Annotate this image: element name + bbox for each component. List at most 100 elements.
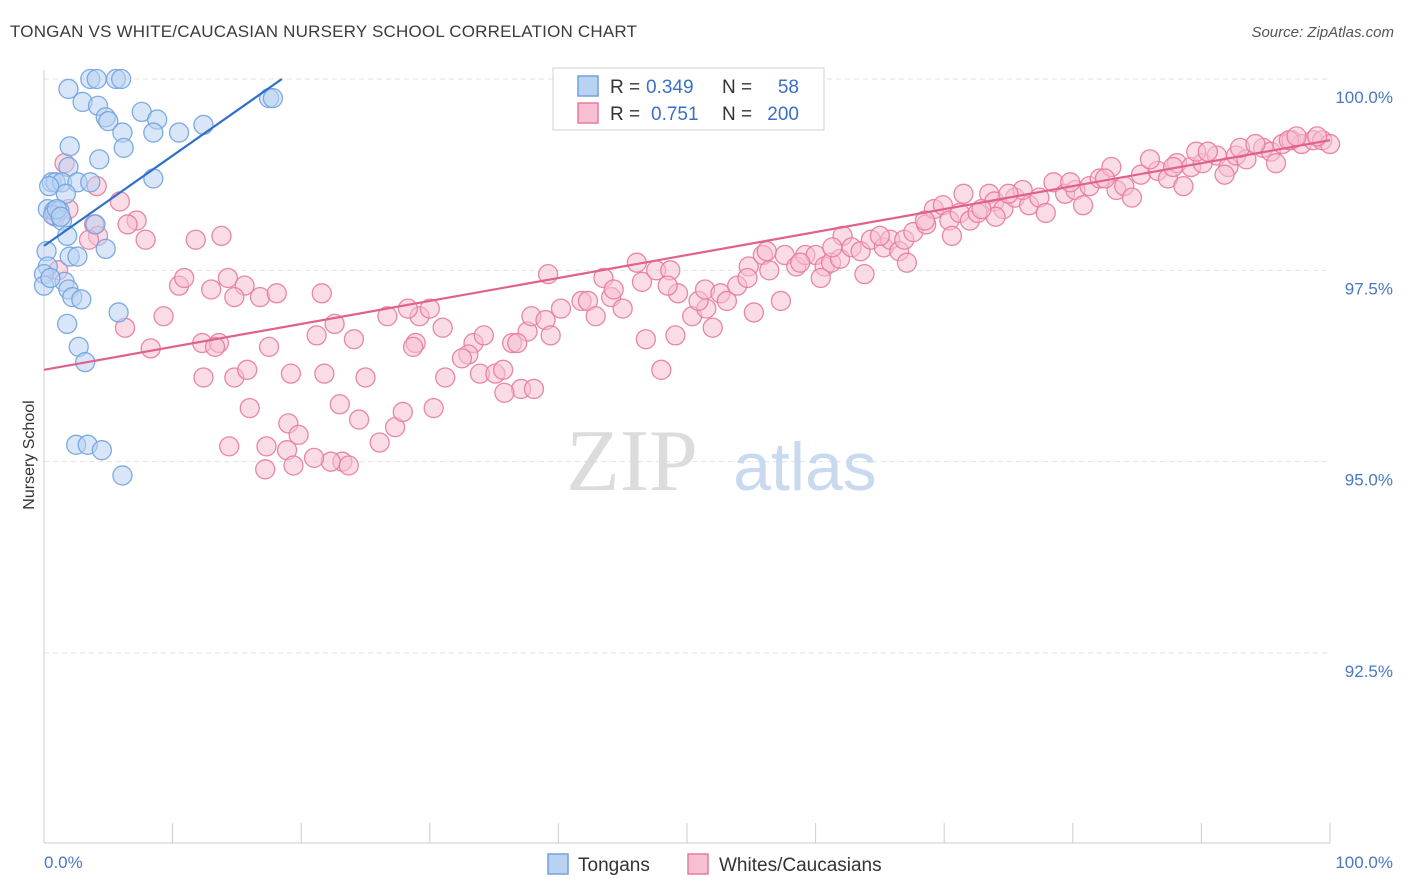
whites-point-83 xyxy=(585,306,606,327)
whites-point-45 xyxy=(237,359,258,380)
tongans-trend-line xyxy=(43,78,283,247)
whites-point-173 xyxy=(1265,153,1287,174)
whites-point-36 xyxy=(402,336,424,358)
whites-point-52 xyxy=(329,394,350,415)
whites-point-31 xyxy=(377,306,398,327)
whites-point-11 xyxy=(185,229,206,250)
bottom-legend-tongans: Tongans xyxy=(578,855,650,876)
whites-point-59 xyxy=(219,436,240,457)
whites-point-7 xyxy=(117,214,138,235)
whites-point-48 xyxy=(314,363,335,384)
tongans-point-8 xyxy=(262,87,284,109)
tongans-point-33 xyxy=(85,214,106,235)
whites-point-161 xyxy=(756,241,777,262)
whites-point-64 xyxy=(303,447,325,468)
tongans-point-39 xyxy=(67,246,88,267)
whites-points xyxy=(45,126,1341,480)
legend-r-value-tongans: 0.349 xyxy=(646,77,694,98)
legend-box: R = 0.349 N = 58 R = 0.751 N = 200 xyxy=(552,67,825,131)
whites-point-169 xyxy=(1072,195,1094,216)
whites-point-70 xyxy=(435,367,456,388)
bottom-legend: Tongans Whites/Caucasians xyxy=(547,853,882,876)
y-axis-label: Nursery School xyxy=(21,400,38,509)
whites-point-20 xyxy=(311,283,332,304)
y-tick-label-0: 100.0% xyxy=(1335,88,1393,107)
legend-n-label-whites: N = xyxy=(722,104,752,125)
whites-point-71 xyxy=(451,348,473,369)
whites-point-165 xyxy=(896,252,918,273)
tongans-points xyxy=(33,68,284,486)
tongans-point-26 xyxy=(143,168,164,189)
whites-point-179 xyxy=(1060,172,1081,193)
whites-point-172 xyxy=(1214,164,1235,185)
whites-point-88 xyxy=(603,279,624,300)
whites-point-160 xyxy=(737,267,758,289)
axes xyxy=(43,70,1331,844)
legend-r-value-whites: 0.751 xyxy=(651,104,699,125)
whites-point-89 xyxy=(631,271,653,292)
whites-point-175 xyxy=(869,225,891,247)
y-tick-label-2: 95.0% xyxy=(1345,471,1393,490)
whites-point-14 xyxy=(174,267,195,289)
whites-point-191 xyxy=(1245,133,1266,155)
gridlines xyxy=(44,78,1330,654)
x-tick-label-max: 100.0% xyxy=(1335,853,1393,872)
tongans-point-4 xyxy=(58,78,79,100)
whites-point-67 xyxy=(201,279,222,300)
legend-n-label-tongans: N = xyxy=(722,77,752,98)
whites-point-37 xyxy=(432,317,453,338)
whites-point-46 xyxy=(239,397,260,419)
whites-point-97 xyxy=(651,359,672,380)
whites-point-55 xyxy=(369,432,390,453)
whites-point-168 xyxy=(1035,202,1056,224)
whites-point-75 xyxy=(494,382,515,403)
whites-point-29 xyxy=(306,325,327,346)
whites-point-176 xyxy=(914,210,936,231)
tongans-point-3 xyxy=(111,68,132,90)
whites-point-101 xyxy=(716,290,738,312)
whites-point-186 xyxy=(953,183,974,204)
legend-n-value-tongans: 58 xyxy=(778,77,799,98)
whites-point-192 xyxy=(1286,126,1307,147)
watermark-atlas: atlas xyxy=(733,429,877,505)
whites-point-74 xyxy=(523,378,545,400)
whites-point-15 xyxy=(217,267,239,289)
tongans-point-11 xyxy=(98,110,119,132)
legend-r-label-whites: R = xyxy=(610,104,640,125)
whites-point-51 xyxy=(288,424,309,446)
whites-point-47 xyxy=(280,363,302,384)
whites-point-63 xyxy=(283,455,304,476)
tongans-point-16 xyxy=(168,122,190,143)
whites-point-65 xyxy=(338,455,359,476)
whites-point-197 xyxy=(507,332,528,354)
y-tick-labels: 100.0% 97.5% 95.0% 92.5% xyxy=(1335,88,1393,681)
whites-point-187 xyxy=(998,183,1019,204)
whites-point-26 xyxy=(204,336,226,358)
y-tick-label-1: 97.5% xyxy=(1345,279,1393,298)
whites-point-27 xyxy=(258,336,280,358)
whites-point-196 xyxy=(635,329,656,350)
tongans-point-19 xyxy=(89,149,110,170)
whites-point-164 xyxy=(854,264,875,285)
tongans-point-57 xyxy=(38,175,60,197)
bottom-legend-whites: Whites/Caucasians xyxy=(719,855,882,876)
y-tick-label-3: 92.5% xyxy=(1345,662,1393,681)
whites-point-54 xyxy=(348,409,370,430)
tongans-point-45 xyxy=(108,302,129,323)
tongans-point-54 xyxy=(40,267,61,289)
whites-point-194 xyxy=(770,290,792,312)
whites-point-35 xyxy=(419,298,440,319)
tongans-point-44 xyxy=(71,289,92,310)
whites-point-170 xyxy=(1121,187,1143,208)
whites-point-174 xyxy=(822,237,843,258)
whites-point-190 xyxy=(1197,141,1218,162)
whites-point-58 xyxy=(423,397,444,419)
tongans-point-18 xyxy=(113,137,134,159)
whites-point-162 xyxy=(790,252,811,273)
whites-point-163 xyxy=(810,267,831,289)
whites-point-25 xyxy=(140,338,161,359)
whites-point-18 xyxy=(249,286,271,308)
whites-point-57 xyxy=(392,401,413,423)
tongans-point-1 xyxy=(86,68,107,90)
